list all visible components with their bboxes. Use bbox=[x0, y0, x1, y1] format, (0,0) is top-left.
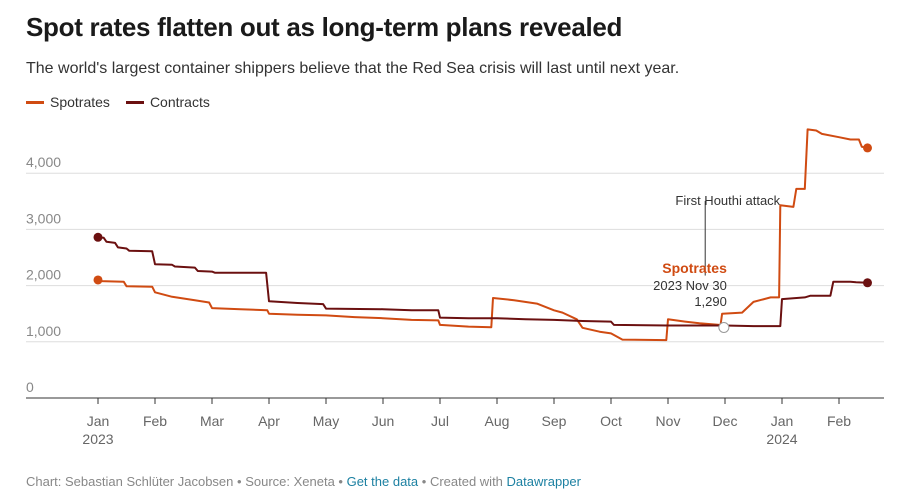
legend-swatch-spotrates bbox=[26, 100, 44, 104]
x-tick-label: Dec bbox=[713, 413, 738, 429]
x-tick-label: Apr bbox=[258, 413, 280, 429]
series-end-point bbox=[863, 278, 872, 288]
legend-label-spotrates: Spotrates bbox=[50, 94, 110, 110]
x-tick-label: Jan bbox=[771, 413, 794, 429]
y-tick-label: 1,000 bbox=[26, 323, 61, 339]
legend-swatch-contracts bbox=[125, 100, 144, 104]
datawrapper-link[interactable]: Datawrapper bbox=[506, 474, 581, 489]
tooltip-value: 1,290 bbox=[694, 294, 727, 309]
y-tick-label: 0 bbox=[26, 379, 34, 395]
series-line-spotrates bbox=[97, 128, 868, 342]
series-start-point bbox=[93, 275, 103, 285]
x-tick-label: Nov bbox=[656, 413, 681, 429]
x-tick-label: May bbox=[313, 413, 339, 429]
get-the-data-link[interactable]: Get the data bbox=[346, 474, 419, 489]
legend-item-contracts[interactable]: Contracts bbox=[125, 94, 210, 110]
footer-separator: • bbox=[334, 474, 347, 489]
legend: Spotrates Contracts bbox=[26, 94, 210, 110]
chart-title: Spot rates flatten out as long-term plan… bbox=[26, 12, 623, 42]
chart-subtitle: The world's largest container shippers b… bbox=[26, 60, 680, 77]
x-tick-label: Feb bbox=[143, 413, 167, 429]
footer-created-with: Created with bbox=[429, 474, 507, 489]
footer-separator: • bbox=[418, 474, 430, 489]
footer-source: Source: Xeneta bbox=[245, 474, 335, 489]
y-tick-label: 2,000 bbox=[26, 267, 61, 283]
line-chart: 0 1,000 2,000 3,000 4,000 Jan 2023 Feb Mar Apr May… bbox=[26, 128, 884, 447]
x-tick-year-label: 2023 bbox=[82, 431, 113, 447]
x-tick-label: Oct bbox=[600, 413, 622, 429]
x-tick-label: Sep bbox=[542, 413, 567, 429]
chart-footer: Chart: Sebastian Schlüter Jacobsen • Sou… bbox=[26, 474, 581, 489]
series-line-contracts bbox=[97, 236, 868, 328]
x-tick-label: Mar bbox=[200, 413, 224, 429]
tooltip-point bbox=[718, 322, 730, 334]
tooltip-series-label: Spotrates bbox=[662, 260, 727, 276]
tooltip-date: 2023 Nov 30 bbox=[653, 278, 727, 293]
x-tick-label: Aug bbox=[485, 413, 510, 429]
x-tick-label: Feb bbox=[827, 413, 851, 429]
x-tick-label: Jan bbox=[87, 413, 110, 429]
footer-separator: • bbox=[233, 474, 246, 489]
y-tick-label: 4,000 bbox=[26, 154, 61, 170]
series-start-point bbox=[93, 232, 103, 242]
series-end-point bbox=[863, 143, 872, 153]
x-tick-label: Jun bbox=[372, 413, 395, 429]
legend-label-contracts: Contracts bbox=[149, 94, 210, 110]
x-tick-label: Jul bbox=[431, 413, 449, 429]
footer-chart-credit: Chart: Sebastian Schlüter Jacobsen bbox=[26, 474, 234, 489]
legend-item-spotrates[interactable]: Spotrates bbox=[26, 94, 110, 110]
y-tick-label: 3,000 bbox=[26, 210, 61, 226]
x-tick-year-label: 2024 bbox=[766, 431, 797, 447]
annotation-text: First Houthi attack bbox=[675, 193, 780, 208]
